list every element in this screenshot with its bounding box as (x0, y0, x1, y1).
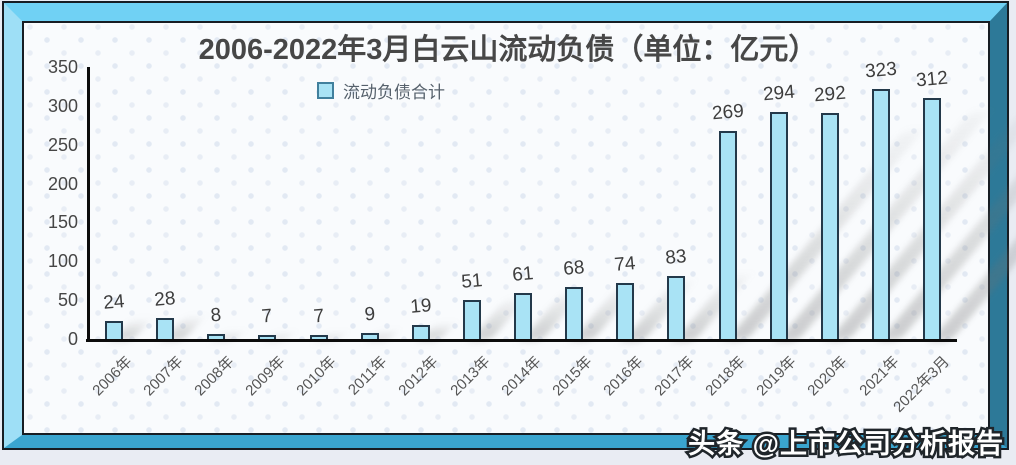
bar-value-label: 68 (562, 257, 586, 281)
bar-value-label: 8 (210, 304, 223, 327)
y-tick-label: 200 (47, 173, 78, 194)
bar (718, 130, 737, 340)
legend: 流动负债合计 (317, 78, 445, 103)
y-tick-label: 50 (57, 290, 78, 311)
legend-swatch-icon (317, 82, 334, 99)
bar (105, 321, 123, 340)
bar-value-label: 323 (864, 58, 898, 83)
y-tick-label: 350 (47, 57, 78, 77)
bar (411, 325, 430, 340)
x-tick-label: 2006年 (88, 353, 136, 400)
bar (616, 282, 635, 340)
bar-value-label: 269 (710, 100, 745, 125)
bar-value-label: 74 (613, 252, 637, 276)
y-tick-label: 100 (47, 251, 78, 272)
bar-value-label: 19 (409, 295, 433, 319)
chart-title: 2006-2022年3月白云山流动负债（单位：亿元） (198, 34, 818, 66)
bar (667, 275, 686, 340)
bar-value-label: 7 (312, 305, 325, 328)
x-tick-label: 2008年 (191, 353, 238, 400)
legend-label: 流动负债合计 (343, 83, 445, 102)
bar-value-label: 292 (813, 82, 847, 107)
x-tick-label: 2017年 (651, 353, 698, 400)
y-tick-label: 150 (47, 212, 78, 233)
bar (156, 318, 175, 340)
x-axis-line (86, 339, 957, 342)
x-tick-label: 2018年 (702, 353, 749, 400)
bar (923, 97, 941, 340)
bar-value-label: 7 (261, 305, 274, 328)
y-tick-label: 300 (47, 95, 78, 116)
bar (565, 287, 584, 340)
bar (514, 292, 532, 340)
bar-value-label: 9 (363, 303, 376, 326)
y-axis-line (87, 67, 90, 342)
bar (820, 113, 839, 340)
x-tick-label: 2012年 (395, 353, 442, 400)
x-tick-label: 2009年 (242, 353, 289, 400)
x-tick-label: 2020年 (804, 353, 851, 400)
y-tick-label: 0 (67, 329, 78, 349)
x-tick-label: 2016年 (600, 353, 647, 400)
x-tick-label: 2014年 (497, 353, 545, 400)
picture-frame-bands (4, 3, 1007, 448)
bar (871, 89, 890, 340)
x-tick-label: 2013年 (446, 353, 494, 400)
bar-value-label: 51 (460, 270, 484, 294)
bar (309, 334, 328, 340)
bar-value-label: 294 (761, 81, 796, 105)
x-tick-label: 2007年 (140, 353, 187, 400)
bar-value-label: 28 (153, 288, 177, 312)
bar (769, 111, 788, 340)
y-tick-label: 250 (47, 134, 78, 155)
bar-value-label: 61 (511, 262, 535, 286)
x-tick-label: 2011年 (345, 353, 391, 399)
x-tick-label: 2010年 (293, 353, 340, 400)
x-tick-label: 2015年 (549, 353, 596, 400)
bar (360, 333, 379, 340)
bar (207, 333, 226, 340)
bar-value-label: 24 (102, 291, 126, 315)
bar (258, 334, 277, 340)
bar-value-label: 312 (915, 67, 949, 91)
x-tick-label: 2019年 (753, 353, 800, 400)
bar-value-label: 83 (664, 245, 688, 269)
bar (462, 300, 481, 340)
watermark: 头条 @上市公司分析报告 (686, 427, 1006, 462)
